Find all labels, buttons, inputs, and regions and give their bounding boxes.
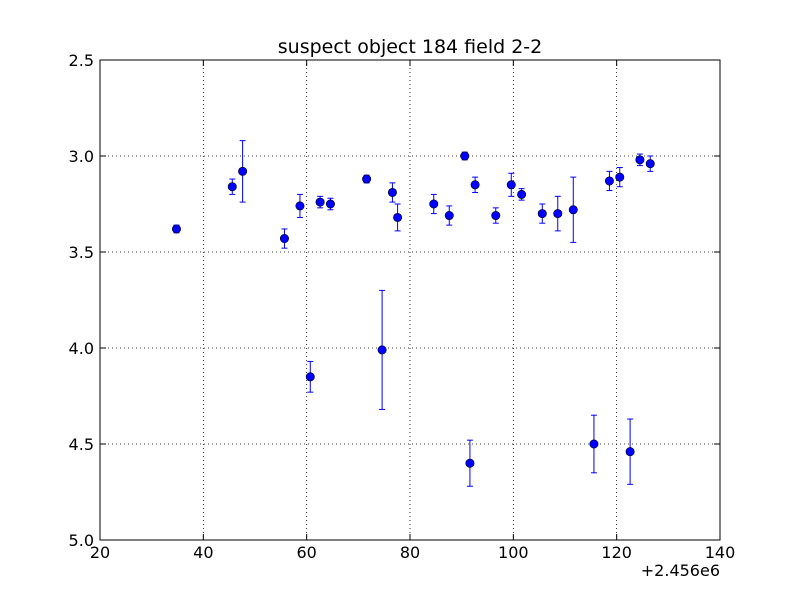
data-point: [470, 180, 480, 190]
data-markers: [171, 151, 655, 468]
data-point: [615, 172, 625, 182]
data-point: [568, 205, 578, 215]
data-point: [171, 224, 181, 234]
data-point: [553, 209, 563, 219]
x-tick-label: 120: [601, 543, 632, 562]
data-point: [604, 176, 614, 186]
data-point: [387, 187, 397, 197]
data-point: [635, 155, 645, 165]
data-point: [305, 372, 315, 382]
data-point: [625, 447, 635, 457]
data-point: [377, 345, 387, 355]
data-point: [517, 189, 527, 199]
data-point: [429, 199, 439, 209]
x-tick-label: 100: [498, 543, 529, 562]
y-tick-label: 5.0: [69, 531, 94, 550]
y-tick-label: 4.0: [69, 339, 94, 358]
x-tick-label: 20: [90, 543, 110, 562]
chart-title: suspect object 184 field 2-2: [278, 36, 543, 58]
data-point: [238, 166, 248, 176]
data-point: [315, 197, 325, 207]
data-point: [393, 212, 403, 222]
y-tick-label: 4.5: [69, 435, 94, 454]
data-point: [227, 182, 237, 192]
data-point: [506, 180, 516, 190]
x-axis-offset-label: +2.456e6: [641, 561, 720, 580]
data-point: [362, 174, 372, 184]
tick-labels: 20 40 60 80 100 120 140 2.5 3.0 3.5 4.0 4.5 5.0: [69, 51, 736, 562]
y-tick-label: 3.5: [69, 243, 94, 262]
grid: [100, 60, 720, 540]
data-point: [537, 209, 547, 219]
x-tick-label: 140: [705, 543, 736, 562]
data-point: [465, 458, 475, 468]
data-point: [460, 151, 470, 161]
data-point: [279, 234, 289, 244]
x-tick-label: 60: [296, 543, 316, 562]
x-tick-label: 80: [400, 543, 420, 562]
data-point: [645, 159, 655, 169]
data-point: [295, 201, 305, 211]
x-tick-label: 40: [193, 543, 213, 562]
data-point: [325, 199, 335, 209]
y-tick-label: 3.0: [69, 147, 94, 166]
data-point: [589, 439, 599, 449]
data-point: [491, 211, 501, 221]
data-point: [444, 211, 454, 221]
axis-ticks: [99, 59, 721, 541]
y-tick-label: 2.5: [69, 51, 94, 70]
